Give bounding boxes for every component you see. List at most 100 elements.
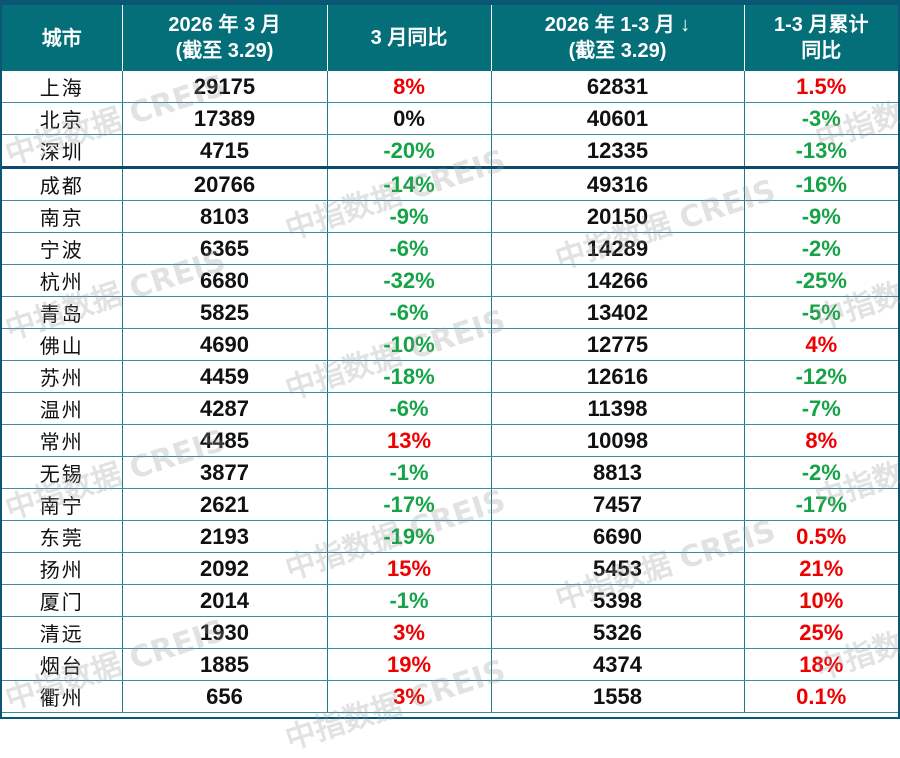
q1-yoy-cell: 10%: [744, 584, 898, 617]
table-row: 佛山 4690 -10% 12775 4%: [2, 328, 898, 361]
q1-value-cell: 7457: [491, 488, 745, 521]
q1-value-cell: 8813: [491, 456, 745, 489]
q1-yoy-cell: 25%: [744, 616, 898, 649]
q1-value-cell: 13402: [491, 296, 745, 329]
header-city: 城市: [2, 2, 123, 71]
march-yoy-cell: -6%: [327, 392, 492, 425]
march-yoy-cell: 3%: [327, 680, 492, 713]
march-yoy-cell: -18%: [327, 360, 492, 393]
header-q1-yoy: 1-3 月累计 同比: [744, 2, 898, 71]
march-yoy-cell: -19%: [327, 520, 492, 553]
q1-yoy-cell: 4%: [744, 328, 898, 361]
table-row: 东莞 2193 -19% 6690 0.5%: [2, 520, 898, 553]
table-row: 南京 8103 -9% 20150 -9%: [2, 200, 898, 233]
march-value-cell: 2092: [122, 552, 328, 585]
march-value-cell: 29175: [122, 71, 328, 103]
table-row: 杭州 6680 -32% 14266 -25%: [2, 264, 898, 297]
header-march-yoy: 3 月同比: [327, 2, 492, 71]
march-value-cell: 20766: [122, 167, 328, 201]
march-yoy-cell: 0%: [327, 102, 492, 135]
q1-value-cell: 5398: [491, 584, 745, 617]
q1-yoy-cell: 21%: [744, 552, 898, 585]
table-row: 深圳 4715 -20% 12335 -13%: [2, 134, 898, 169]
march-value-cell: 4690: [122, 328, 328, 361]
q1-value-cell: 14266: [491, 264, 745, 297]
table-row: 北京 17389 0% 40601 -3%: [2, 102, 898, 135]
q1-value-cell: 5326: [491, 616, 745, 649]
table-row: 青岛 5825 -6% 13402 -5%: [2, 296, 898, 329]
march-value-cell: 3877: [122, 456, 328, 489]
q1-yoy-cell: 18%: [744, 648, 898, 681]
table-row: 扬州 2092 15% 5453 21%: [2, 552, 898, 585]
q1-yoy-cell: -16%: [744, 167, 898, 201]
header-march: 2026 年 3 月 (截至 3.29): [122, 2, 328, 71]
q1-yoy-cell: -12%: [744, 360, 898, 393]
q1-value-cell: 62831: [491, 71, 745, 103]
march-value-cell: 656: [122, 680, 328, 713]
q1-yoy-cell: 1.5%: [744, 71, 898, 103]
march-value-cell: 5825: [122, 296, 328, 329]
march-yoy-cell: -14%: [327, 167, 492, 201]
city-cell: 南京: [2, 200, 123, 233]
march-yoy-cell: -32%: [327, 264, 492, 297]
city-cell: 常州: [2, 424, 123, 457]
q1-yoy-cell: -2%: [744, 456, 898, 489]
q1-value-cell: 12335: [491, 134, 745, 169]
city-cell: 成都: [2, 167, 123, 201]
city-sales-table: 城市 2026 年 3 月 (截至 3.29) 3 月同比 2026 年 1-3 …: [2, 2, 898, 713]
table-row: 清远 1930 3% 5326 25%: [2, 616, 898, 649]
city-cell: 烟台: [2, 648, 123, 681]
q1-yoy-cell: -5%: [744, 296, 898, 329]
march-yoy-cell: 3%: [327, 616, 492, 649]
city-cell: 深圳: [2, 134, 123, 169]
city-cell: 无锡: [2, 456, 123, 489]
q1-yoy-cell: 8%: [744, 424, 898, 457]
march-value-cell: 4485: [122, 424, 328, 457]
march-value-cell: 8103: [122, 200, 328, 233]
march-value-cell: 4715: [122, 134, 328, 169]
q1-value-cell: 12616: [491, 360, 745, 393]
table-row: 衢州 656 3% 1558 0.1%: [2, 680, 898, 713]
city-cell: 厦门: [2, 584, 123, 617]
data-table-frame: 城市 2026 年 3 月 (截至 3.29) 3 月同比 2026 年 1-3 …: [0, 0, 900, 719]
march-value-cell: 6365: [122, 232, 328, 265]
march-value-cell: 4287: [122, 392, 328, 425]
city-cell: 宁波: [2, 232, 123, 265]
march-value-cell: 4459: [122, 360, 328, 393]
march-yoy-cell: 19%: [327, 648, 492, 681]
q1-yoy-cell: -2%: [744, 232, 898, 265]
q1-yoy-cell: -13%: [744, 134, 898, 169]
table-row: 宁波 6365 -6% 14289 -2%: [2, 232, 898, 265]
table-row: 上海 29175 8% 62831 1.5%: [2, 71, 898, 103]
city-cell: 南宁: [2, 488, 123, 521]
table-row: 苏州 4459 -18% 12616 -12%: [2, 360, 898, 393]
q1-value-cell: 12775: [491, 328, 745, 361]
march-yoy-cell: -1%: [327, 584, 492, 617]
city-cell: 苏州: [2, 360, 123, 393]
q1-yoy-cell: -3%: [744, 102, 898, 135]
march-yoy-cell: 13%: [327, 424, 492, 457]
march-value-cell: 1885: [122, 648, 328, 681]
table-row: 无锡 3877 -1% 8813 -2%: [2, 456, 898, 489]
march-value-cell: 2193: [122, 520, 328, 553]
q1-value-cell: 40601: [491, 102, 745, 135]
march-yoy-cell: 15%: [327, 552, 492, 585]
q1-yoy-cell: -7%: [744, 392, 898, 425]
city-cell: 扬州: [2, 552, 123, 585]
march-yoy-cell: -6%: [327, 296, 492, 329]
city-cell: 清远: [2, 616, 123, 649]
table-row: 烟台 1885 19% 4374 18%: [2, 648, 898, 681]
march-value-cell: 17389: [122, 102, 328, 135]
q1-value-cell: 6690: [491, 520, 745, 553]
march-yoy-cell: -10%: [327, 328, 492, 361]
march-value-cell: 2621: [122, 488, 328, 521]
march-yoy-cell: -1%: [327, 456, 492, 489]
city-cell: 东莞: [2, 520, 123, 553]
q1-value-cell: 5453: [491, 552, 745, 585]
city-cell: 衢州: [2, 680, 123, 713]
march-value-cell: 6680: [122, 264, 328, 297]
table-header-row: 城市 2026 年 3 月 (截至 3.29) 3 月同比 2026 年 1-3 …: [2, 2, 898, 71]
header-q1[interactable]: 2026 年 1-3 月 ↓ (截至 3.29): [491, 2, 745, 71]
q1-value-cell: 49316: [491, 167, 745, 201]
march-yoy-cell: 8%: [327, 71, 492, 103]
